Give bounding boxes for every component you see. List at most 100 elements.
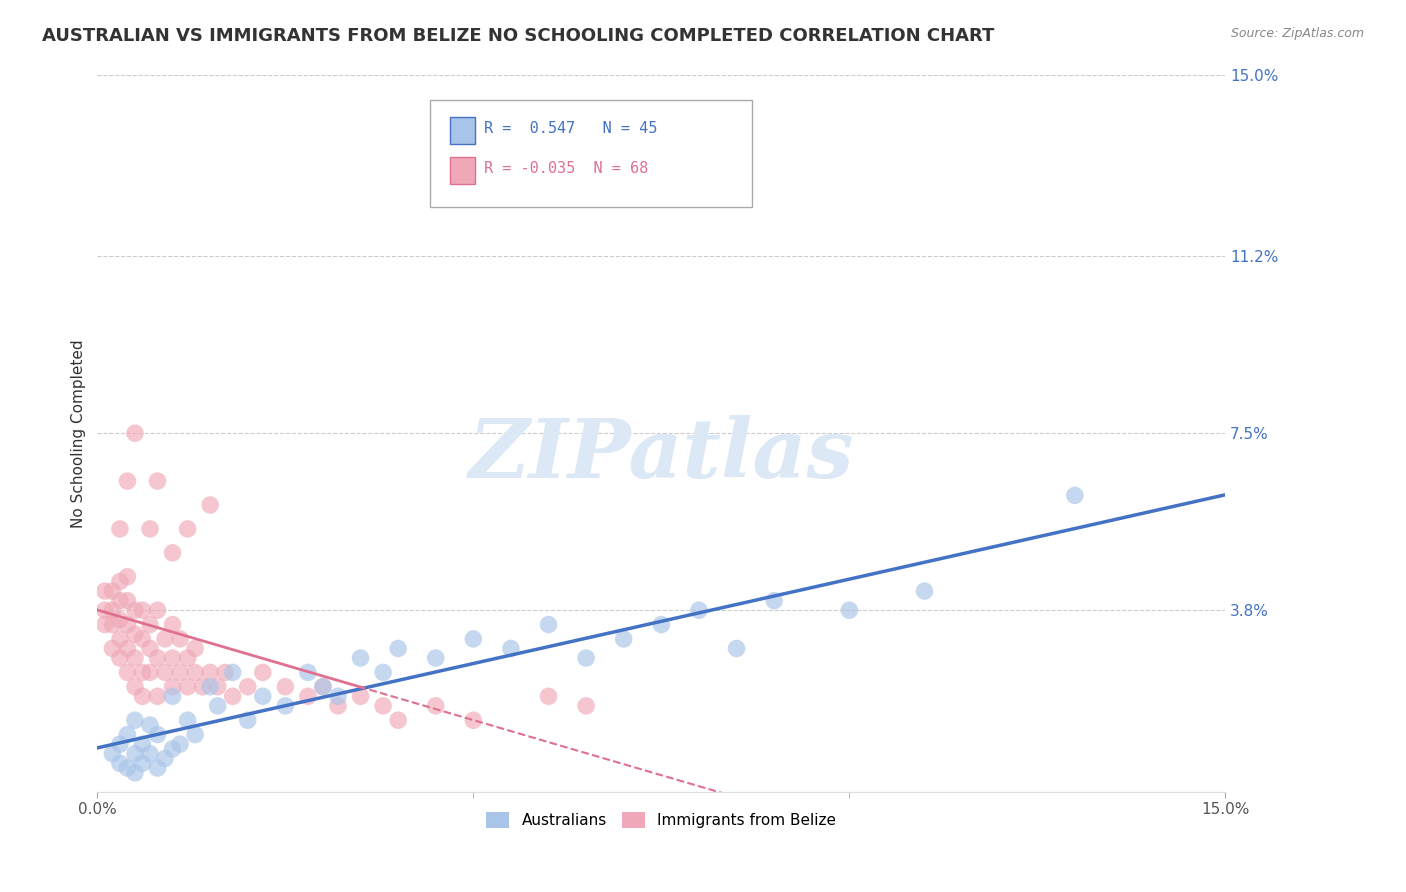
Point bbox=[184, 728, 207, 742]
Point bbox=[349, 651, 371, 665]
FancyBboxPatch shape bbox=[450, 117, 475, 145]
Point bbox=[169, 665, 191, 680]
Point bbox=[650, 617, 672, 632]
Point bbox=[1064, 488, 1087, 502]
Point bbox=[94, 617, 117, 632]
Point bbox=[139, 718, 162, 732]
Point bbox=[139, 665, 162, 680]
Point bbox=[236, 713, 259, 727]
Point bbox=[763, 593, 786, 607]
Point bbox=[108, 574, 131, 589]
Point bbox=[131, 665, 153, 680]
Point bbox=[131, 737, 153, 751]
Text: R =  0.547   N = 45: R = 0.547 N = 45 bbox=[484, 120, 658, 136]
Point bbox=[297, 690, 319, 704]
Text: R = -0.035  N = 68: R = -0.035 N = 68 bbox=[484, 161, 648, 176]
Point bbox=[146, 651, 169, 665]
Point bbox=[169, 632, 191, 646]
Point bbox=[207, 698, 229, 713]
Point bbox=[613, 632, 636, 646]
Point bbox=[162, 690, 184, 704]
Point bbox=[725, 641, 748, 656]
Point bbox=[162, 680, 184, 694]
Point bbox=[537, 690, 560, 704]
Point bbox=[463, 632, 485, 646]
Point bbox=[838, 603, 860, 617]
Text: AUSTRALIAN VS IMMIGRANTS FROM BELIZE NO SCHOOLING COMPLETED CORRELATION CHART: AUSTRALIAN VS IMMIGRANTS FROM BELIZE NO … bbox=[42, 27, 994, 45]
Point bbox=[146, 728, 169, 742]
Point bbox=[124, 603, 146, 617]
Point bbox=[153, 632, 176, 646]
Point bbox=[124, 713, 146, 727]
Text: ZIPatlas: ZIPatlas bbox=[468, 415, 853, 495]
Point bbox=[124, 680, 146, 694]
Point bbox=[236, 680, 259, 694]
Point bbox=[184, 641, 207, 656]
Point bbox=[108, 593, 131, 607]
Point bbox=[124, 651, 146, 665]
Point bbox=[101, 584, 124, 599]
Point bbox=[146, 690, 169, 704]
Point bbox=[124, 426, 146, 441]
Point bbox=[139, 522, 162, 536]
Point bbox=[425, 698, 447, 713]
Point bbox=[131, 756, 153, 771]
Point bbox=[252, 665, 274, 680]
Point bbox=[108, 651, 131, 665]
Point bbox=[198, 665, 221, 680]
Point bbox=[101, 603, 124, 617]
Point bbox=[274, 680, 297, 694]
Point bbox=[139, 747, 162, 761]
Point bbox=[191, 680, 214, 694]
Point bbox=[94, 603, 117, 617]
Point bbox=[108, 522, 131, 536]
Point bbox=[117, 641, 139, 656]
Point bbox=[425, 651, 447, 665]
Point bbox=[162, 617, 184, 632]
Point bbox=[499, 641, 522, 656]
Point bbox=[326, 690, 349, 704]
Point bbox=[117, 617, 139, 632]
Point bbox=[108, 632, 131, 646]
Point bbox=[575, 698, 598, 713]
FancyBboxPatch shape bbox=[430, 100, 752, 207]
Text: Source: ZipAtlas.com: Source: ZipAtlas.com bbox=[1230, 27, 1364, 40]
Point bbox=[117, 728, 139, 742]
Point bbox=[349, 690, 371, 704]
Point bbox=[162, 742, 184, 756]
Point bbox=[124, 765, 146, 780]
Point bbox=[108, 737, 131, 751]
Point bbox=[198, 680, 221, 694]
Point bbox=[387, 641, 409, 656]
Point bbox=[176, 680, 198, 694]
Point bbox=[207, 680, 229, 694]
Point bbox=[297, 665, 319, 680]
Point bbox=[252, 690, 274, 704]
Point bbox=[371, 698, 394, 713]
Point bbox=[117, 570, 139, 584]
Point bbox=[222, 665, 245, 680]
Point bbox=[131, 603, 153, 617]
Point bbox=[94, 584, 117, 599]
Point bbox=[153, 665, 176, 680]
Point bbox=[312, 680, 335, 694]
Point bbox=[139, 617, 162, 632]
Point bbox=[326, 698, 349, 713]
Point bbox=[176, 522, 198, 536]
FancyBboxPatch shape bbox=[450, 157, 475, 185]
Point bbox=[101, 641, 124, 656]
Point bbox=[214, 665, 236, 680]
Point bbox=[117, 665, 139, 680]
Point bbox=[101, 617, 124, 632]
Point bbox=[914, 584, 936, 599]
Point bbox=[131, 690, 153, 704]
Point bbox=[184, 665, 207, 680]
Point bbox=[124, 627, 146, 641]
Point bbox=[371, 665, 394, 680]
Point bbox=[108, 613, 131, 627]
Point bbox=[169, 737, 191, 751]
Point bbox=[139, 641, 162, 656]
Point bbox=[222, 690, 245, 704]
Point bbox=[162, 546, 184, 560]
Point bbox=[153, 751, 176, 765]
